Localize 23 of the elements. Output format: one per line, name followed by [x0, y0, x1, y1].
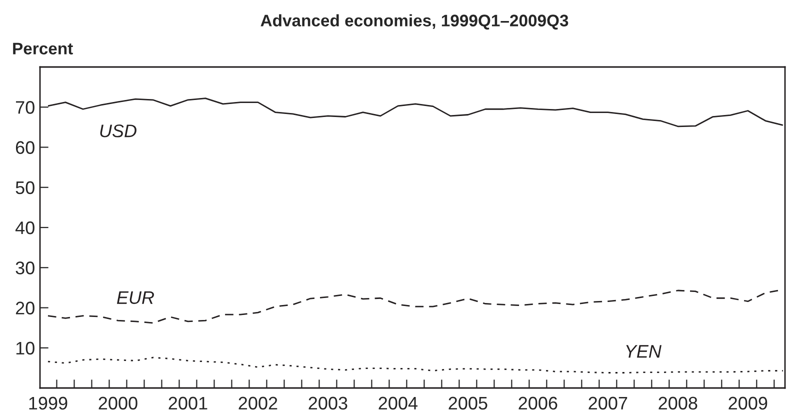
y-tick-label: 50	[16, 181, 34, 194]
x-tick-label: 2003	[308, 396, 348, 410]
x-tick-label: 2001	[168, 396, 208, 410]
y-tick-label: 40	[15, 221, 34, 234]
x-tick-label: 2005	[448, 396, 488, 410]
x-tick-label: 2006	[518, 396, 558, 410]
x-tick-label: 2002	[238, 396, 278, 410]
x-tick-label: 2000	[98, 396, 138, 410]
series-label: USD	[100, 124, 136, 138]
x-tick-label: 2009	[728, 396, 768, 410]
x-tick-label: 2008	[658, 396, 698, 410]
y-axis-title: Percent	[13, 42, 73, 54]
y-tick-label: 70	[16, 101, 34, 114]
y-tick-label: 60	[16, 141, 34, 154]
y-tick-label: 20	[16, 302, 34, 314]
x-tick-label: 1999	[29, 396, 68, 410]
x-tick-label: 2007	[588, 396, 628, 410]
series-label: EUR	[116, 291, 154, 304]
chart-title: Advanced economies, 1999Q1–2009Q3	[260, 14, 568, 30]
x-tick-label: 2004	[378, 396, 418, 410]
series-label: YEN	[626, 345, 662, 358]
y-tick-label: 30	[16, 262, 34, 274]
y-tick-label: 10	[16, 342, 34, 355]
